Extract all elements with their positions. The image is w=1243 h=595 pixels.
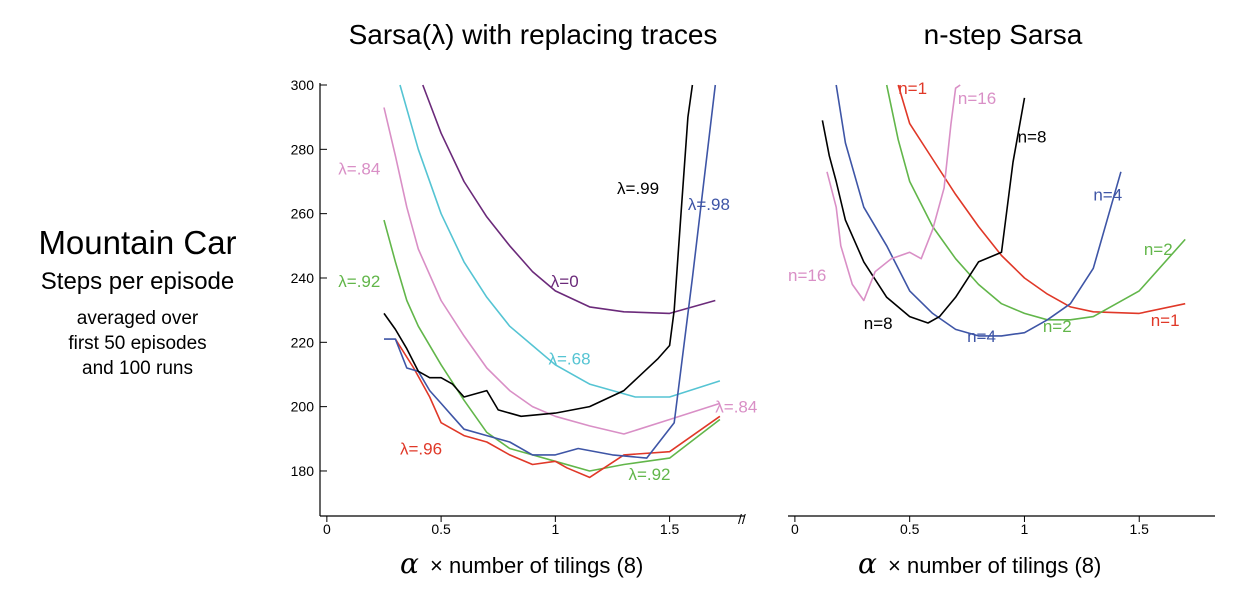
note-line-1: averaged over — [76, 308, 199, 329]
series-line-n=8 — [821, 97, 1026, 324]
y-tick-label: 300 — [291, 77, 315, 93]
note-line-3: and 100 runs — [82, 358, 193, 379]
figure-side-subtitle: Steps per episode — [40, 268, 235, 295]
series-label: n=1 — [898, 79, 927, 98]
y-tick-label: 240 — [291, 270, 315, 286]
series-line-λ=.68 — [399, 84, 721, 398]
series-line-λ=.96 — [394, 338, 721, 479]
series-label: λ=0 — [551, 272, 579, 291]
x-axis-symbol-1: α — [400, 547, 419, 580]
series-label: n=2 — [1144, 240, 1173, 259]
x-axis-label-2: × number of tilings (8) — [888, 553, 1101, 578]
series-label: λ=.84 — [715, 398, 757, 417]
series-line-λ=.99 — [383, 84, 694, 418]
figure-side-title: Mountain Car — [38, 224, 237, 261]
figure-side-note: averaged over first 50 episodes and 100 … — [0, 306, 275, 381]
note-line-2: first 50 episodes — [68, 333, 207, 354]
series-label: n=4 — [967, 327, 996, 346]
x-tick-label: 0 — [323, 521, 331, 537]
series-label: n=8 — [864, 314, 893, 333]
series-line-λ=0 — [422, 84, 716, 315]
x-tick-label: 0 — [791, 521, 799, 537]
series-label: λ=.84 — [338, 160, 380, 179]
series-label: n=8 — [1018, 127, 1047, 146]
y-tick-label: 200 — [291, 399, 315, 415]
x-tick-label: 1.5 — [1130, 521, 1150, 537]
y-tick-label: 220 — [291, 334, 315, 350]
x-axis-label-1: × number of tilings (8) — [430, 553, 643, 578]
series-line-n=16 — [826, 84, 961, 302]
series-group-2 — [821, 84, 1186, 337]
x-tick-label: 1 — [1021, 521, 1029, 537]
axis-break-mark: // — [738, 511, 746, 527]
series-label: n=1 — [1151, 311, 1180, 330]
series-line-λ=.92 — [383, 219, 721, 472]
series-line-λ=.98 — [384, 84, 717, 459]
y-tick-label: 260 — [291, 206, 315, 222]
y-tick-label: 180 — [291, 463, 315, 479]
series-label: λ=.92 — [338, 272, 380, 291]
series-group-1 — [383, 84, 721, 479]
series-label: λ=.68 — [548, 349, 590, 368]
series-line-λ=.84 — [383, 107, 721, 435]
x-tick-label: 1 — [551, 521, 559, 537]
x-tick-label: 0.5 — [900, 521, 920, 537]
series-line-n=2 — [885, 84, 1186, 321]
series-label: n=2 — [1043, 317, 1072, 336]
x-tick-label: 0.5 — [431, 521, 451, 537]
series-label: λ=.92 — [628, 465, 670, 484]
chart-title-2: n-step Sarsa — [924, 19, 1083, 50]
x-tick-label: 1.5 — [660, 521, 680, 537]
series-label: n=4 — [1093, 185, 1122, 204]
series-line-n=4 — [835, 84, 1122, 337]
chart-title-1: Sarsa(λ) with replacing traces — [349, 19, 718, 50]
series-label: λ=.96 — [400, 439, 442, 458]
x-axis-symbol-2: α — [858, 547, 877, 580]
series-label: λ=.98 — [688, 195, 730, 214]
series-label: λ=.99 — [617, 179, 659, 198]
series-label: n=16 — [958, 89, 996, 108]
y-tick-label: 280 — [291, 141, 315, 157]
series-label: n=16 — [788, 266, 826, 285]
